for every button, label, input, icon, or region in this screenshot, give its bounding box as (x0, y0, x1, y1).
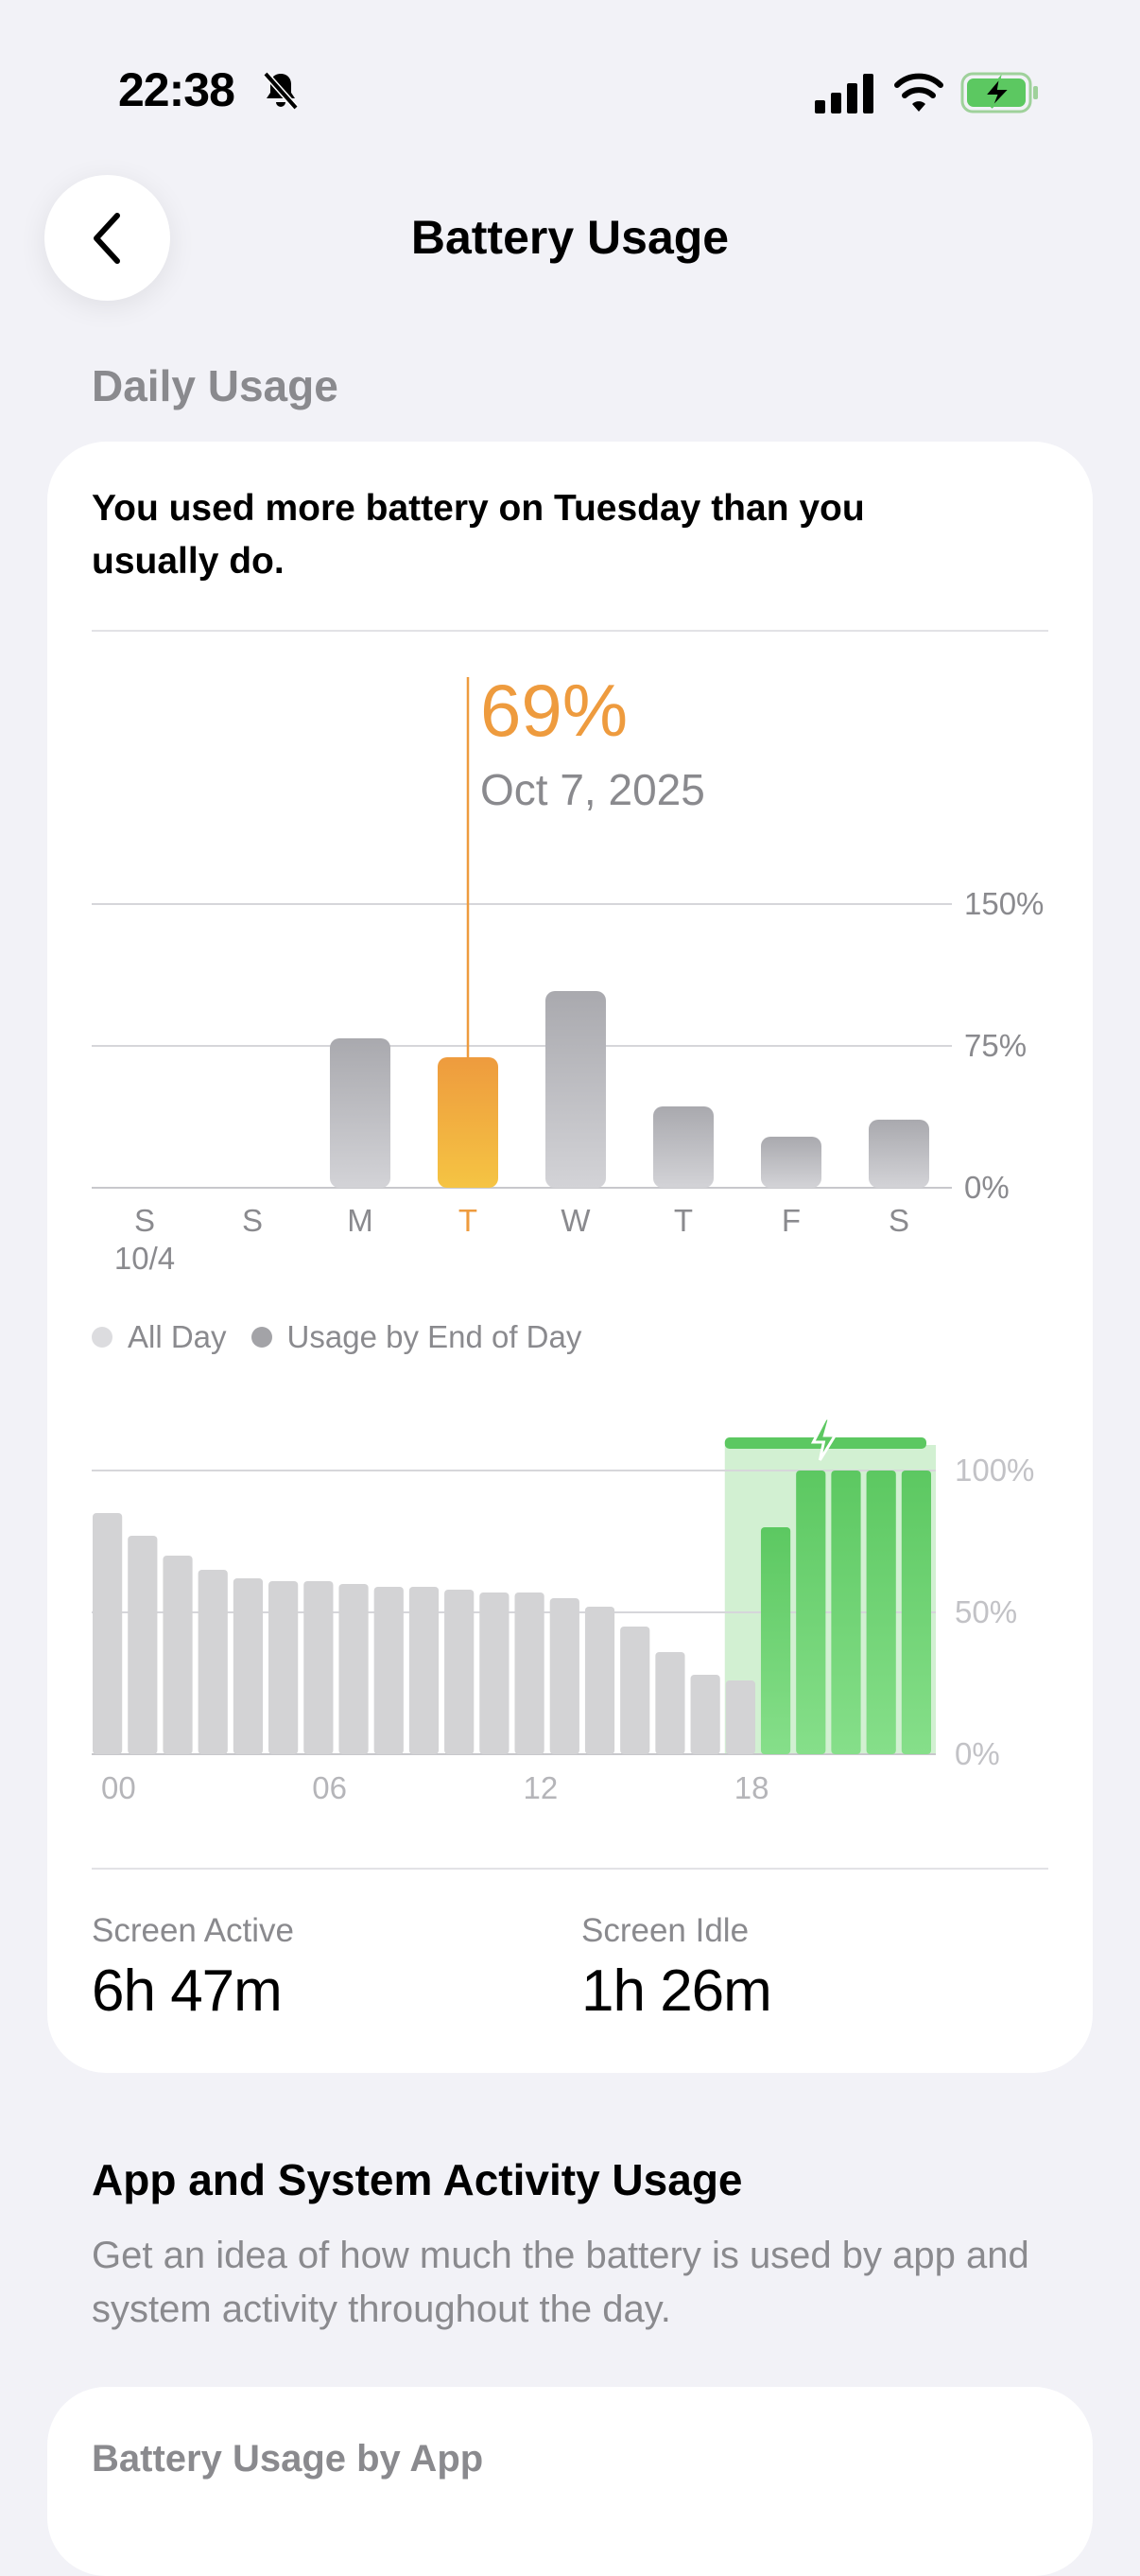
screen-idle-value: 1h 26m (581, 1958, 772, 2024)
hourly-bar (408, 1587, 440, 1754)
cellular-signal-icon (815, 74, 873, 113)
selected-day-date: Oct 7, 2025 (480, 765, 705, 814)
legend-label-end-of-day: Usage by End of Day (286, 1319, 582, 1354)
hourly-xtick-label: 12 (524, 1770, 559, 1805)
section-label-daily-usage: Daily Usage (92, 361, 338, 410)
charging-period-highlight (724, 1445, 936, 1754)
hourly-bar (198, 1570, 228, 1754)
screen-idle-label: Screen Idle (581, 1912, 750, 1949)
weekly-day-label: F (782, 1203, 801, 1238)
weekly-ytick-label: 0% (964, 1170, 1010, 1205)
hourly-xtick-label: 18 (734, 1770, 769, 1805)
weekly-day-label: T (674, 1203, 693, 1238)
hourly-bar (268, 1581, 299, 1754)
divider (92, 630, 1048, 632)
charging-bolt-icon (810, 1417, 838, 1461)
hourly-bar (620, 1627, 650, 1754)
weekly-day-label: S (134, 1203, 155, 1238)
hourly-bar (655, 1652, 685, 1754)
usage-insight: You used more battery on Tuesday than yo… (92, 488, 865, 582)
hourly-bar (233, 1578, 264, 1754)
legend-dot-all-day (92, 1327, 112, 1348)
hourly-bar (93, 1513, 123, 1754)
hourly-bar (163, 1556, 193, 1754)
chevron-left-icon (93, 212, 120, 264)
weekly-day-label: W (561, 1203, 591, 1238)
weekly-date-label: 10/4 (114, 1241, 175, 1276)
hourly-bar (373, 1587, 404, 1754)
battery-charging-icon (960, 72, 1038, 113)
weekly-bar[interactable] (545, 991, 606, 1188)
screen-active-value: 6h 47m (92, 1958, 283, 2024)
weekly-bar[interactable] (438, 1057, 498, 1188)
screen-active-label: Screen Active (92, 1912, 294, 1949)
hourly-bar (444, 1590, 475, 1754)
hourly-bar (866, 1471, 896, 1754)
hourly-bar (725, 1680, 755, 1754)
weekly-ytick-label: 75% (964, 1028, 1027, 1063)
weekly-day-label: T (458, 1203, 477, 1238)
hourly-xtick-label: 06 (312, 1770, 347, 1805)
hourly-bar (128, 1536, 158, 1754)
screen-active-stat: Screen Active 6h 47m (92, 1912, 294, 2025)
hourly-bar (760, 1527, 791, 1754)
weekly-bar[interactable] (869, 1120, 929, 1188)
legend-all-day[interactable]: All Day (92, 1319, 227, 1355)
hourly-bar (338, 1584, 369, 1754)
divider (92, 1868, 1048, 1870)
hourly-bar (479, 1593, 510, 1754)
hourly-ytick-label: 50% (955, 1594, 1017, 1629)
hourly-bar (690, 1675, 720, 1754)
page-title: Battery Usage (410, 211, 730, 264)
legend-label-all-day: All Day (128, 1319, 227, 1354)
battery-usage-by-app-card[interactable] (47, 2387, 1093, 2576)
weekly-usage-chart[interactable]: 150%75%0%S S M T W T F S10/4 (0, 662, 1140, 1286)
hourly-bar (901, 1471, 931, 1754)
back-button[interactable] (44, 175, 170, 301)
hourly-ytick-label: 0% (955, 1736, 1000, 1771)
hourly-bar (831, 1471, 861, 1754)
hourly-battery-chart[interactable]: 100% 50% 0% 00 06 12 18 (0, 1400, 1140, 1816)
hourly-bar (584, 1607, 615, 1754)
activity-section-description: Get an idea of how much the battery is u… (92, 2235, 1029, 2330)
hourly-bar (514, 1593, 544, 1754)
hourly-ytick-label: 100% (955, 1453, 1034, 1488)
status-time: 22:38 (118, 63, 235, 116)
legend-end-of-day[interactable]: Usage by End of Day (250, 1319, 582, 1355)
legend-dot-end-of-day (250, 1327, 272, 1348)
weekly-bar[interactable] (330, 1038, 390, 1188)
weekly-day-label: M (347, 1203, 373, 1238)
weekly-day-label: S (242, 1203, 263, 1238)
weekly-bar[interactable] (653, 1106, 714, 1188)
hourly-bar (796, 1471, 826, 1754)
screen-idle-stat: Screen Idle 1h 26m (581, 1912, 772, 2025)
battery-usage-by-app-label: Battery Usage by App (92, 2438, 484, 2480)
daily-usage-card (47, 442, 1093, 2073)
weekly-bar[interactable] (761, 1137, 821, 1188)
wifi-icon (894, 73, 943, 112)
weekly-day-label: S (889, 1203, 909, 1238)
bell-slash-icon (263, 71, 299, 111)
hourly-bar (303, 1581, 334, 1754)
weekly-ytick-label: 150% (964, 886, 1044, 921)
hourly-bar (549, 1598, 579, 1754)
selected-day-value: 69% (480, 669, 629, 752)
activity-section-title: App and System Activity Usage (92, 2155, 743, 2204)
chart-legend: All Day Usage by End of Day (92, 1319, 606, 1355)
hourly-xtick-label: 00 (101, 1770, 136, 1805)
